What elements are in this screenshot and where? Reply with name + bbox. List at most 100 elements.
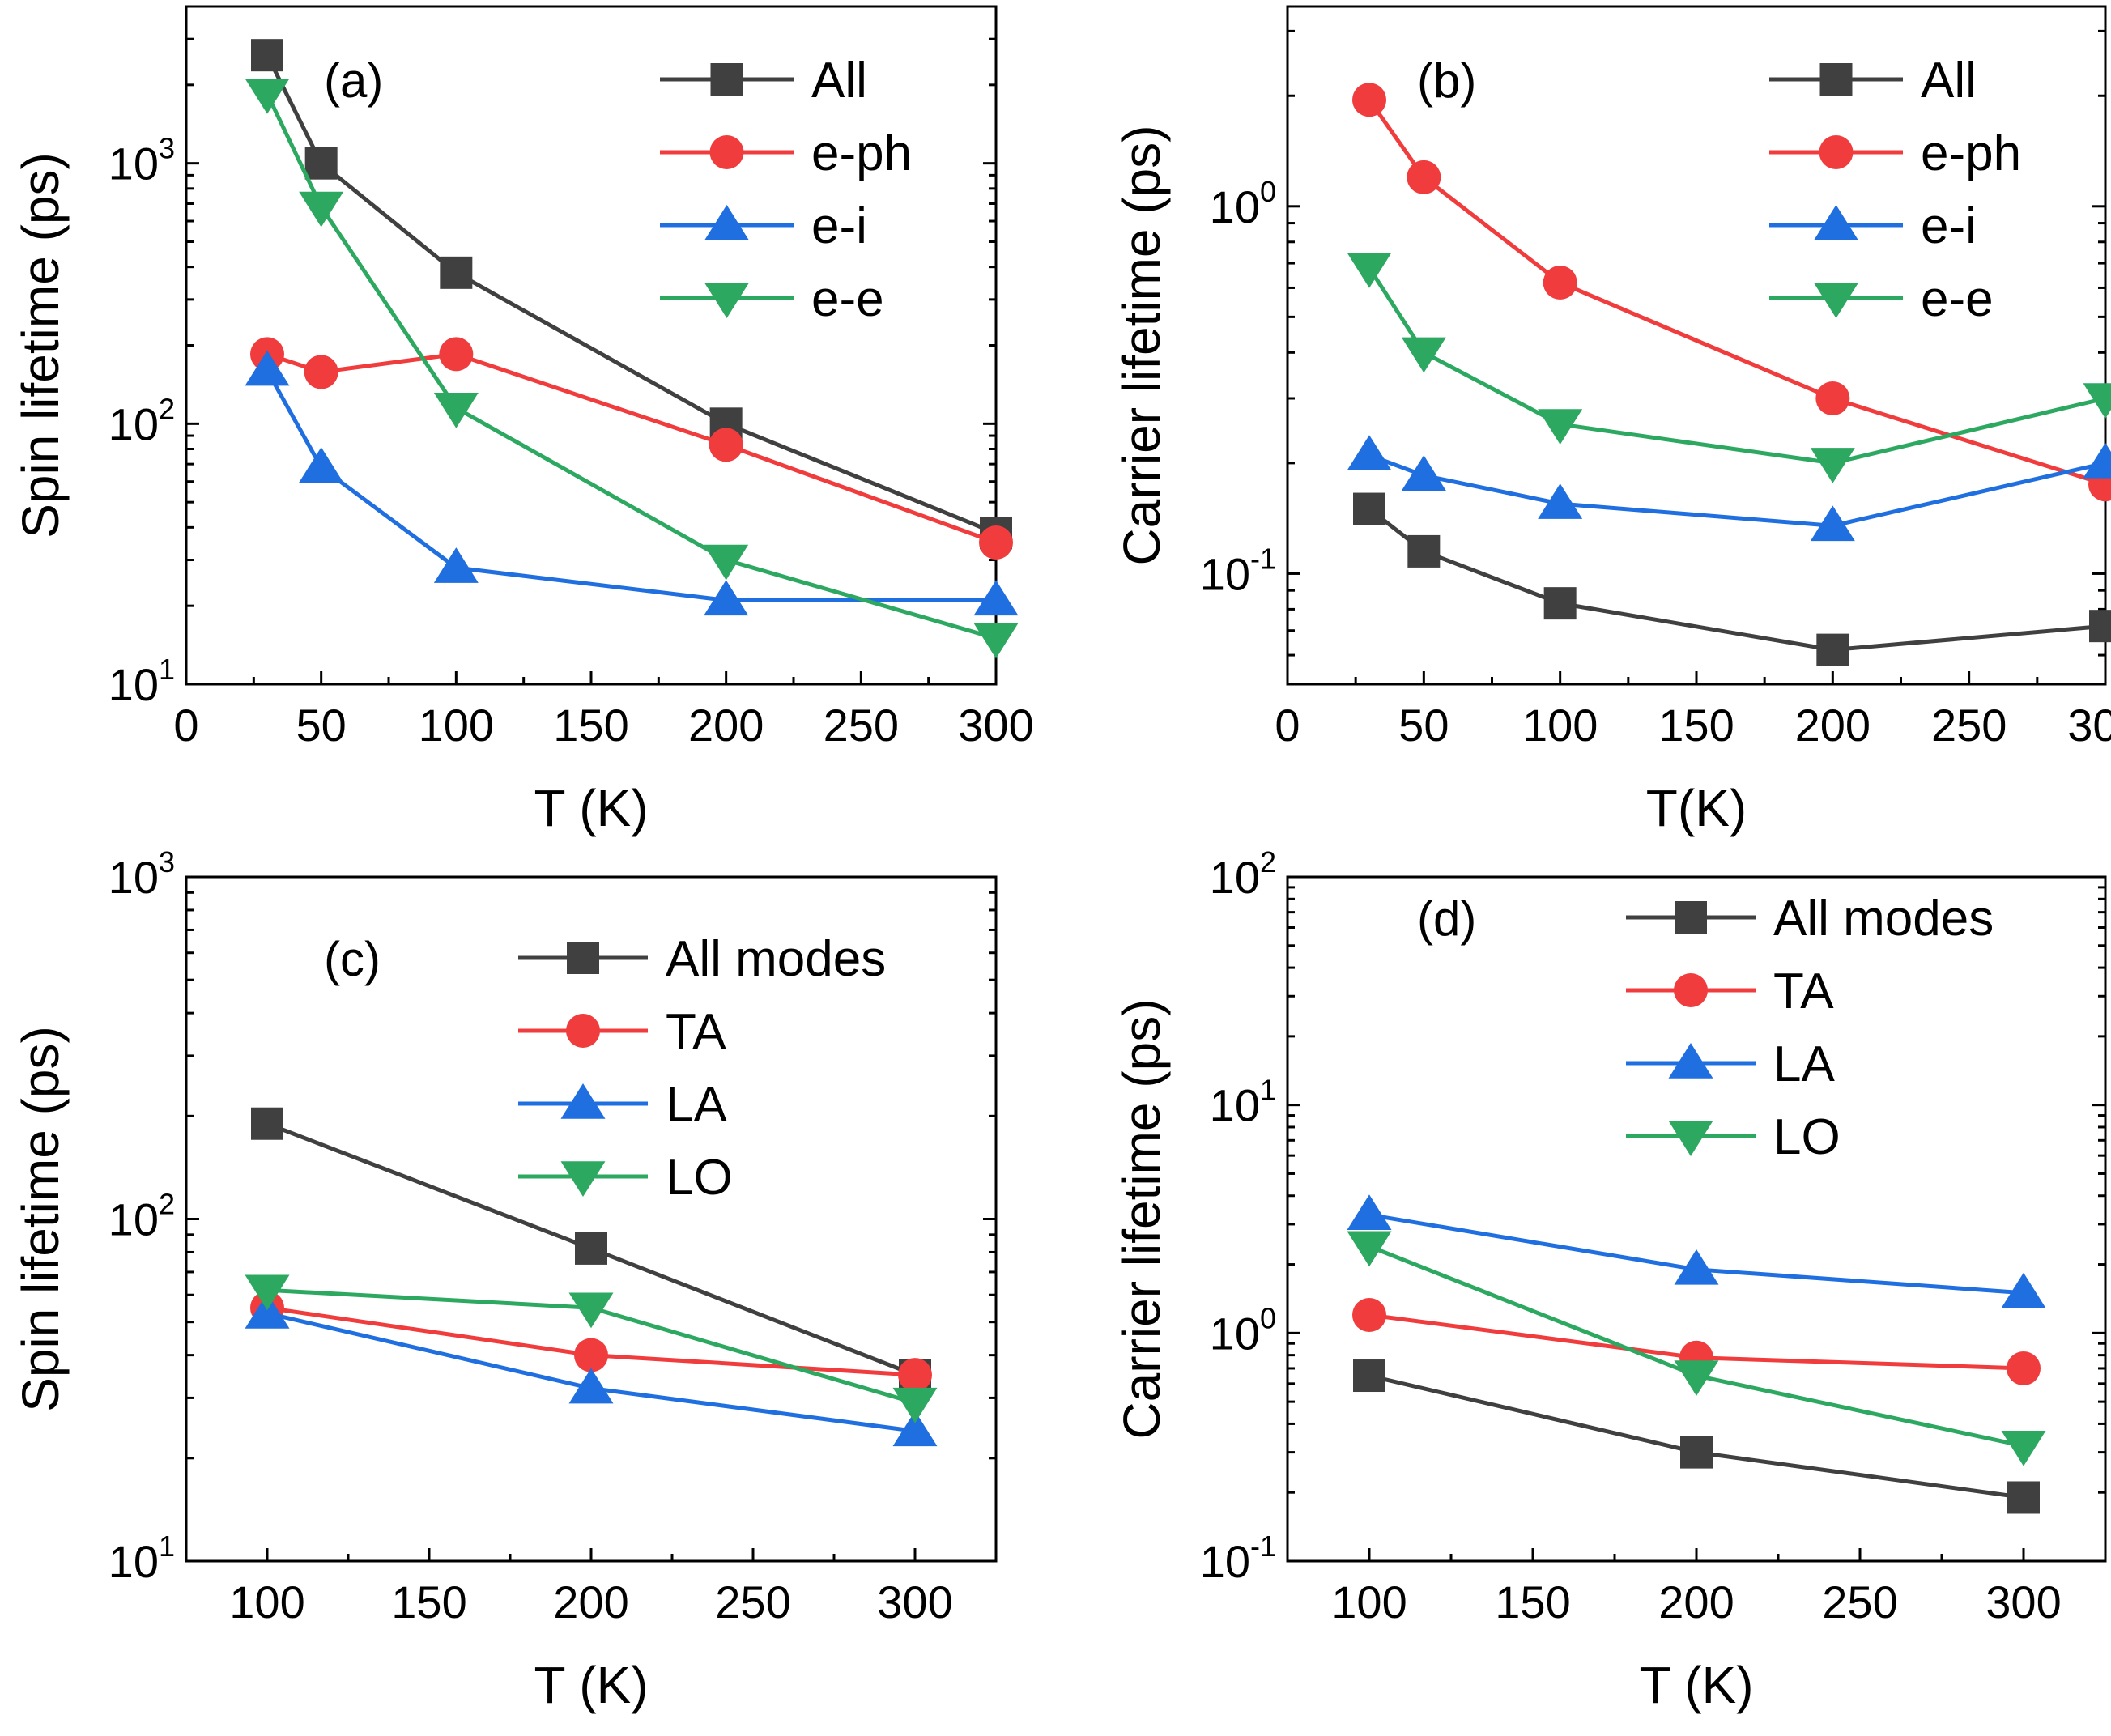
panel-label: (a): [324, 53, 383, 108]
y-tick-exponent: 3: [159, 132, 175, 165]
y-tick-label: 102: [1210, 845, 1276, 903]
legend-label: e-ph: [1921, 126, 2021, 181]
legend-marker: [566, 1014, 600, 1048]
data-point-all: [1353, 492, 1385, 525]
x-tick-label: 300: [2067, 700, 2111, 751]
y-tick-base: 10: [1210, 1308, 1260, 1359]
data-point-e-ph: [979, 525, 1013, 560]
y-tick-label: 101: [109, 1530, 175, 1587]
data-point-e-e: [1538, 409, 1583, 445]
data-point-ta: [574, 1338, 608, 1372]
x-tick-label: 200: [688, 700, 764, 751]
y-tick-label: 100: [1210, 1301, 1276, 1359]
data-point-all: [2089, 610, 2111, 643]
data-point-e-i: [433, 547, 479, 583]
legend-label: e-ph: [811, 126, 912, 181]
legend-marker: [1819, 135, 1854, 169]
legend-marker: [1674, 973, 1708, 1007]
data-point-all: [1816, 633, 1849, 666]
series-la: [245, 1292, 938, 1447]
data-point-e-e: [433, 393, 479, 428]
y-tick-base: 10: [109, 398, 159, 449]
legend-entry-e-e: e-e: [660, 271, 884, 327]
x-tick-label: 300: [958, 700, 1033, 751]
y-tick-label: 102: [109, 392, 175, 449]
legend-marker: [1819, 63, 1853, 96]
y-tick-exponent: -1: [1250, 1530, 1276, 1563]
y-tick-exponent: 1: [1260, 1074, 1276, 1107]
x-tick-label: 200: [553, 1576, 628, 1628]
legend-marker: [560, 1161, 606, 1197]
x-axis-title: T (K): [534, 779, 648, 837]
data-point-all: [440, 256, 473, 289]
y-tick-label: 103: [109, 132, 175, 189]
y-tick-label: 10-1: [1200, 1530, 1276, 1587]
series-all-modes: [1353, 1359, 2040, 1514]
data-point-lo: [1674, 1360, 1719, 1397]
data-point-all: [1407, 534, 1441, 568]
x-axis-title: T (K): [1639, 1656, 1753, 1714]
y-tick-base: 10: [1210, 1080, 1260, 1131]
y-tick-base: 10: [109, 1194, 159, 1245]
y-tick-base: 10: [1210, 181, 1260, 232]
series-all: [251, 39, 1012, 550]
x-tick-label: 50: [296, 700, 347, 751]
legend-marker: [704, 205, 749, 240]
x-tick-label: 250: [824, 700, 899, 751]
y-tick-base: 10: [109, 1536, 159, 1587]
data-point-e-ph: [1543, 265, 1577, 300]
series-line-e-ph: [266, 351, 997, 545]
y-axis-title: Spin lifetime (ps): [11, 152, 70, 538]
legend-label: All modes: [666, 931, 886, 987]
series-line-e-i: [265, 369, 996, 602]
legend-entry-lo: LO: [518, 1150, 733, 1206]
legend-label: e-e: [811, 271, 884, 327]
x-tick-label: 200: [1658, 1576, 1734, 1628]
legend-marker: [704, 283, 749, 318]
data-point-e-i: [1538, 483, 1583, 519]
y-tick-exponent: -1: [1250, 542, 1276, 575]
data-point-e-i: [973, 580, 1019, 616]
x-tick-label: 150: [1658, 700, 1734, 751]
legend-label: e-i: [1921, 198, 1977, 254]
legend-entry-e-ph: e-ph: [1769, 126, 2021, 181]
series-e-i: [1347, 435, 2111, 542]
data-point-all: [1543, 587, 1577, 620]
data-point-lo: [1347, 1231, 1392, 1267]
legend-marker: [1668, 1043, 1713, 1079]
y-tick-base: 10: [1200, 548, 1250, 599]
data-point-e-ph: [1815, 381, 1850, 416]
legend-marker: [1814, 205, 1858, 240]
data-point-all: [251, 39, 283, 72]
data-point-e-ph: [1352, 83, 1386, 117]
data-point-all-modes: [1680, 1436, 1713, 1469]
x-tick-label: 0: [1275, 700, 1300, 751]
series-line-e-e: [1367, 266, 2106, 466]
y-axis-title: Spin lifetime (ps): [11, 1026, 70, 1412]
x-tick-label: 100: [1331, 1576, 1407, 1628]
legend-entry-lo: LO: [1626, 1109, 1841, 1165]
legend-label: All: [1921, 53, 1977, 108]
x-tick-label: 100: [229, 1576, 304, 1628]
legend-entry-all-modes: All modes: [1626, 891, 1994, 947]
x-tick-label: 50: [1398, 700, 1449, 751]
legend-entry-la: LA: [518, 1077, 727, 1133]
y-tick-base: 10: [109, 138, 159, 189]
data-point-e-e: [704, 544, 749, 581]
legend-label: e-e: [1921, 271, 1994, 327]
series-e-ph: [1352, 83, 2111, 502]
x-tick-label: 250: [1931, 700, 2007, 751]
x-tick-label: 150: [553, 700, 628, 751]
x-tick-label: 150: [1495, 1576, 1570, 1628]
data-point-e-i: [2083, 442, 2111, 479]
data-point-all-modes: [575, 1232, 607, 1265]
panel-label: (b): [1417, 53, 1476, 108]
data-point-e-i: [704, 580, 749, 616]
data-point-la: [245, 1292, 290, 1329]
data-point-e-e: [973, 623, 1019, 659]
legend-entry-la: LA: [1626, 1036, 1835, 1092]
legend-marker: [1668, 1121, 1713, 1156]
